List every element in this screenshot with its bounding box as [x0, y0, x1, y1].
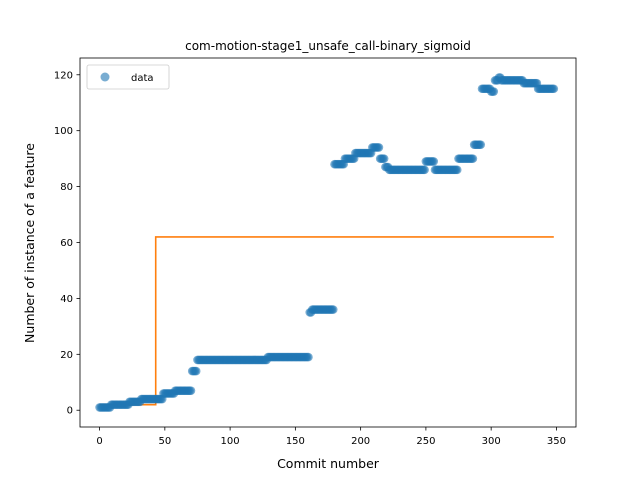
- data-point: [476, 140, 486, 149]
- x-axis-label: Commit number: [277, 456, 380, 471]
- x-axis: 0 50 100 150 200 250 300 350: [96, 427, 566, 447]
- fit-line: [99, 236, 554, 406]
- y-tick-label: 60: [60, 238, 73, 249]
- legend: data: [86, 64, 170, 90]
- data-point: [429, 157, 439, 166]
- y-tick-label: 0: [67, 406, 73, 417]
- data-point: [186, 386, 196, 395]
- x-tick-label: 50: [158, 436, 171, 447]
- x-tick-label: 200: [351, 436, 370, 447]
- data-point: [328, 305, 338, 314]
- data-point: [468, 154, 478, 163]
- data-point: [452, 165, 462, 175]
- data-point: [374, 143, 384, 152]
- x-tick-label: 100: [221, 436, 240, 447]
- x-tick-label: 0: [96, 436, 102, 447]
- data-point: [420, 165, 429, 175]
- chart-title: com-motion-stage1_unsafe_call-binary_sig…: [185, 39, 471, 53]
- legend-label: data: [131, 73, 154, 84]
- y-tick-label: 40: [60, 294, 73, 305]
- y-axis: 0 20 40 60 80 100 120: [54, 70, 80, 417]
- y-tick-label: 100: [54, 126, 73, 137]
- data-point: [489, 87, 499, 96]
- legend-box: [86, 64, 170, 90]
- y-axis-label: Number of instance of a feature: [22, 143, 37, 343]
- x-tick-label: 250: [416, 436, 435, 447]
- x-tick-label: 300: [482, 436, 501, 447]
- data-point: [191, 366, 201, 376]
- data-point: [549, 84, 559, 94]
- data-point: [379, 154, 389, 163]
- x-tick-label: 350: [547, 436, 566, 447]
- axes-frame: [79, 57, 577, 428]
- x-tick-label: 150: [286, 436, 305, 447]
- y-tick-label: 120: [54, 70, 73, 81]
- y-tick-label: 80: [60, 182, 73, 193]
- legend-marker: [100, 72, 110, 82]
- y-tick-label: 20: [60, 350, 73, 361]
- plot-content: [95, 73, 559, 412]
- data-point: [304, 352, 313, 362]
